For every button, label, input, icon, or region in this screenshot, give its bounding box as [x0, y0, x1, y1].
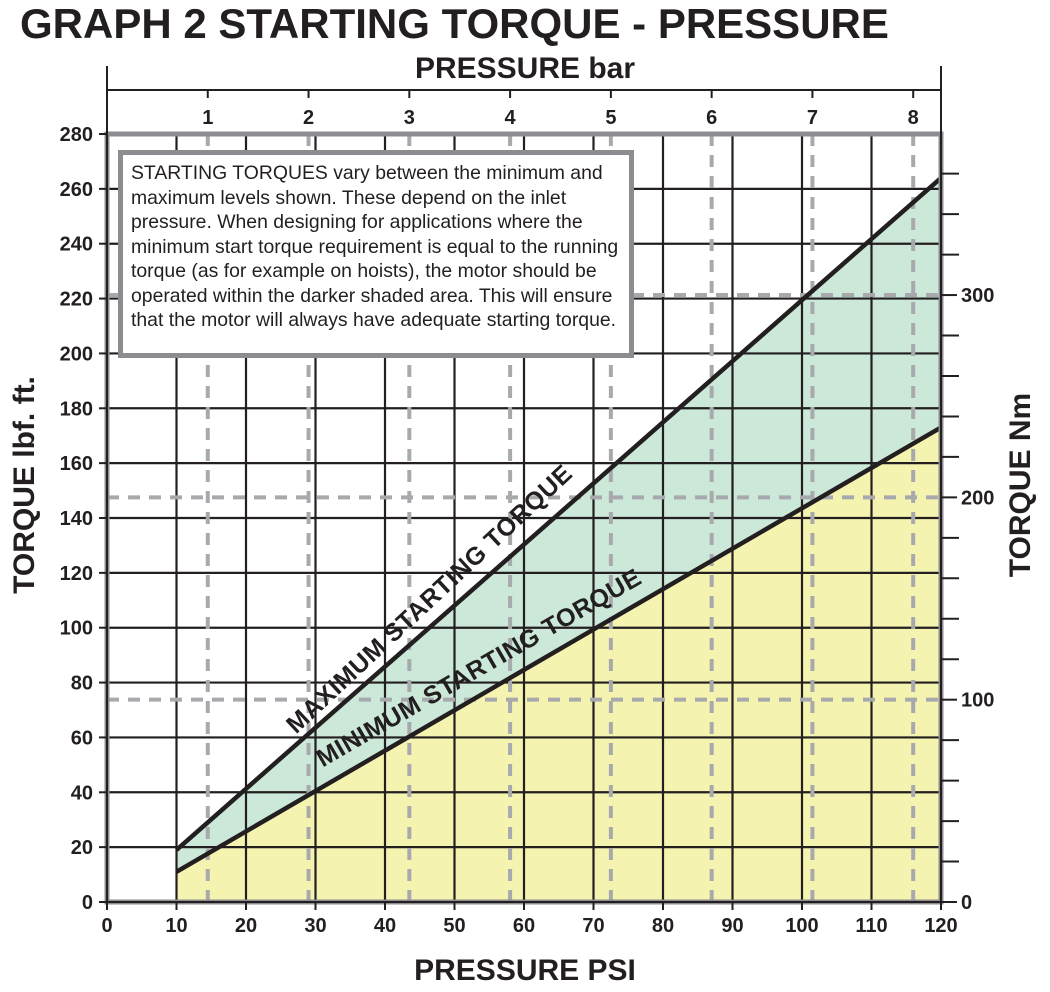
x-tick-label: 90 — [721, 915, 743, 937]
minimum-torque-line — [175, 425, 943, 874]
nm-tick-label: 200 — [961, 487, 994, 509]
tick-labels: 0 10 20 30 40 50 60 70 80 90 100 110 120020406080100… — [60, 90, 994, 937]
bar-tick-label: 8 — [908, 107, 919, 129]
x-tick-label: 0 — [101, 915, 112, 937]
y-tick-label: 140 — [60, 508, 93, 530]
x-tick-label: 40 — [374, 915, 396, 937]
bar-tick-label: 1 — [202, 107, 213, 129]
torque-lines — [175, 176, 943, 874]
y-tick-label: 20 — [71, 837, 93, 859]
bar-tick-label: 2 — [303, 107, 314, 129]
x-tick-label: 30 — [304, 915, 326, 937]
x-tick-label: 100 — [785, 915, 818, 937]
bar-tick-label: 3 — [404, 107, 415, 129]
x-tick-label: 60 — [513, 915, 535, 937]
bar-tick-label: 6 — [706, 107, 717, 129]
bar-tick-label: 7 — [807, 107, 818, 129]
x-tick-label: 120 — [924, 915, 957, 937]
top-axis-title: PRESSURE bar — [415, 52, 635, 85]
y-tick-label: 260 — [60, 179, 93, 201]
y-tick-label: 180 — [60, 398, 93, 420]
y-tick-label: 220 — [60, 289, 93, 311]
y-tick-label: 100 — [60, 618, 93, 640]
y-axis-title: TORQUE lbf. ft. — [8, 376, 41, 594]
y-tick-label: 120 — [60, 563, 93, 585]
x-tick-label: 10 — [165, 915, 187, 937]
nm-tick-label: 100 — [961, 690, 994, 712]
y-tick-label: 0 — [82, 892, 93, 914]
y-tick-label: 280 — [60, 124, 93, 146]
y-tick-label: 160 — [60, 453, 93, 475]
nm-tick-label: 0 — [961, 892, 972, 914]
maximum-torque-line — [175, 176, 943, 852]
starting-torque-note: STARTING TORQUES vary between the minimu… — [118, 150, 634, 358]
x-tick-label: 110 — [855, 915, 887, 937]
x-tick-label: 20 — [235, 915, 257, 937]
y-tick-label: 200 — [60, 343, 93, 365]
area-below-minimum — [176, 427, 941, 902]
y2-axis-title: TORQUE Nm — [1004, 393, 1037, 577]
x-tick-label: 80 — [652, 915, 674, 937]
bar-tick-label: 5 — [605, 107, 616, 129]
chart-title: GRAPH 2 STARTING TORQUE - PRESSURE — [20, 0, 889, 47]
x-axis-title: PRESSURE PSI — [414, 954, 636, 987]
nm-tick-label: 300 — [961, 285, 994, 307]
x-tick-label: 70 — [582, 915, 604, 937]
y-tick-label: 80 — [71, 673, 93, 695]
bar-tick-label: 4 — [505, 107, 517, 129]
y-tick-label: 240 — [60, 234, 93, 256]
x-tick-label: 50 — [443, 915, 465, 937]
y-tick-label: 40 — [71, 782, 93, 804]
y-tick-label: 60 — [71, 727, 93, 749]
